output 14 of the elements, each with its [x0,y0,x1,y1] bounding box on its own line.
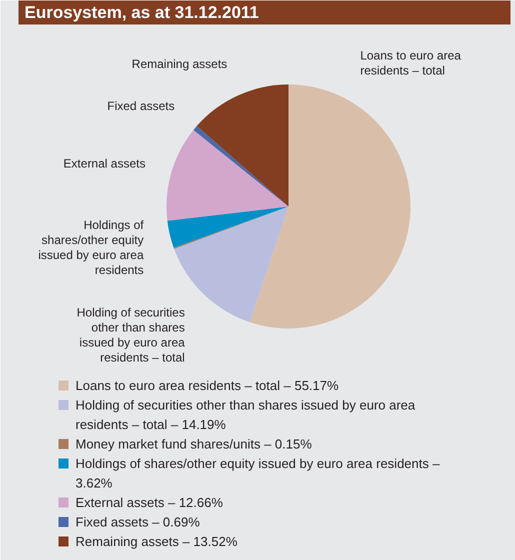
legend-label: Fixed assets – 0.69% [76,514,200,530]
text: Holdings of shares/other equity issued by euro area residents [38,218,144,277]
text: Holding of securities other than shares issued by euro area residents – total [76,305,185,364]
text: Loans to euro area residents – total [360,48,461,78]
text: Fixed assets [107,98,175,113]
legend-label: Holdings of shares/other equity issued by euro area residents – 3.62% [76,456,440,490]
legend-label: External assets – 12.66% [76,495,224,510]
legend-label: Loans to euro area residents – total – 55.17% [76,378,340,393]
legend-label: Holding of securities other than shares issued by euro area residents – total – 14.19% [76,398,416,432]
text: Remaining assets [132,57,228,72]
chart-title: Eurosystem, as at 31.12.2011 [24,3,259,22]
text: External assets [63,156,146,170]
legend-label: Money market fund shares/units – 0.15% [76,436,312,452]
legend-label: Remaining assets – 13.52% [76,534,238,549]
